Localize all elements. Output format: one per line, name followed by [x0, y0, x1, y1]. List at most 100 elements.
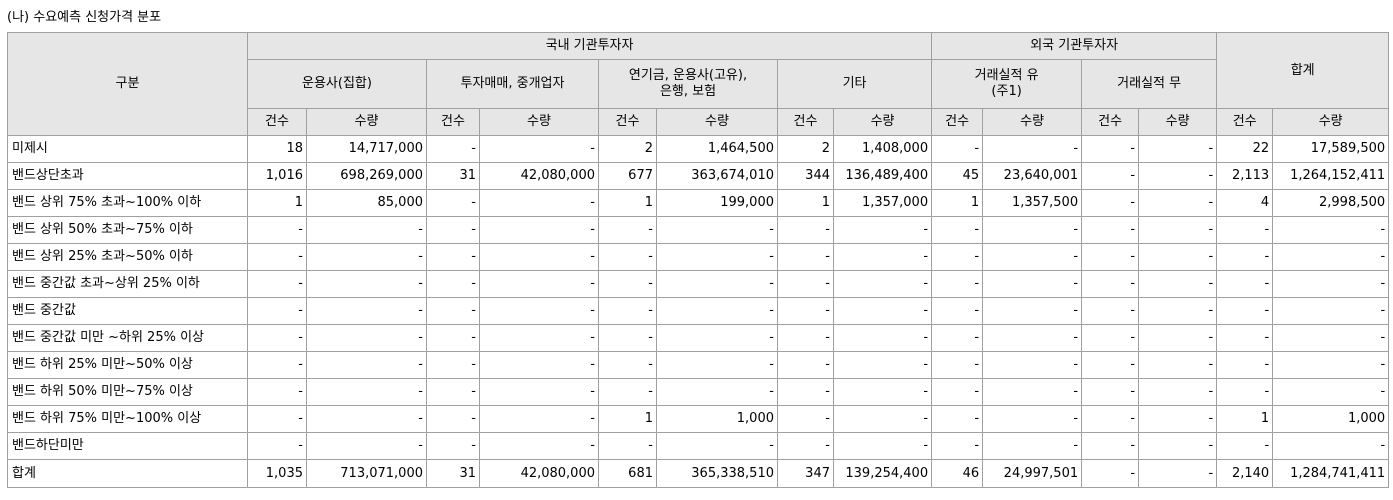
count-cell: - — [1216, 270, 1274, 298]
count-cell: - — [1081, 405, 1140, 433]
quantity-cell: 363,674,010 — [656, 162, 778, 190]
count-cell: 1 — [931, 189, 984, 217]
count-cell: - — [247, 297, 307, 325]
quantity-cell: 698,269,000 — [306, 162, 427, 190]
quantity-cell: - — [1272, 270, 1390, 298]
table-row: 밴드상단초과 1,016 698,269,000 31 42,080,000 677 363… — [7, 162, 1390, 190]
quantity-cell: - — [982, 270, 1083, 298]
row-label: 밴드 상위 75% 초과~100% 이하 — [7, 189, 248, 217]
count-column-header: 건수 — [1216, 108, 1274, 136]
quantity-cell: - — [982, 351, 1083, 379]
count-cell: 681 — [598, 459, 657, 488]
count-cell: - — [426, 378, 480, 406]
quantity-cell: - — [832, 270, 933, 298]
quantity-cell: - — [1138, 216, 1218, 244]
count-cell: - — [598, 378, 657, 406]
quantity-cell: - — [306, 324, 427, 352]
count-cell: - — [426, 216, 480, 244]
count-cell: 347 — [777, 459, 834, 488]
quantity-cell: - — [656, 297, 778, 325]
count-cell: - — [598, 324, 657, 352]
row-label: 밴드 중간값 미만 ~하위 25% 이상 — [7, 324, 248, 352]
count-cell: - — [1081, 324, 1140, 352]
count-cell: - — [1216, 243, 1274, 271]
count-cell: - — [1216, 216, 1274, 244]
quantity-cell: - — [479, 432, 599, 460]
quantity-cell: - — [1272, 297, 1390, 325]
count-cell: - — [1216, 351, 1274, 379]
row-label: 밴드 하위 75% 미만~100% 이상 — [7, 405, 248, 433]
count-cell: 1 — [777, 189, 834, 217]
row-label: 밴드 중간값 — [7, 297, 248, 325]
quantity-cell: - — [306, 270, 427, 298]
subheader-asset-manager-collective: 운용사(집합) — [247, 59, 427, 109]
quantity-cell: - — [656, 216, 778, 244]
quantity-cell: 17,589,500 — [1272, 135, 1390, 163]
quantity-cell: - — [479, 405, 599, 433]
quantity-cell: 1,408,000 — [832, 135, 933, 163]
count-cell: - — [931, 243, 984, 271]
quantity-cell: 1,000 — [656, 405, 778, 433]
count-cell: - — [931, 135, 984, 163]
count-column-header: 건수 — [598, 108, 657, 136]
quantity-cell: 85,000 — [306, 189, 427, 217]
row-label: 밴드 하위 50% 미만~75% 이상 — [7, 378, 248, 406]
count-cell: - — [598, 297, 657, 325]
table-row: 밴드 중간값 초과~상위 25% 이하 - - - - - - - - - - - - - - — [7, 270, 1390, 298]
count-cell: 4 — [1216, 189, 1274, 217]
count-cell: - — [777, 243, 834, 271]
unit-header-row: 건수 수량 건수 수량 건수 수량 건수 수량 건수 수량 건수 수량 건수 수량 — [8, 108, 1390, 136]
table-row: 밴드 하위 75% 미만~100% 이상 - - - -1 1,000- - - - - -1 1,0… — [7, 405, 1390, 433]
quantity-cell: 1,284,741,411 — [1272, 459, 1390, 488]
quantity-cell: - — [1138, 297, 1218, 325]
quantity-cell: 42,080,000 — [479, 162, 599, 190]
count-cell: - — [426, 135, 480, 163]
count-column-header: 건수 — [426, 108, 480, 136]
category-header: 구분 — [7, 32, 248, 136]
quantity-cell: - — [982, 216, 1083, 244]
quantity-cell: - — [1138, 351, 1218, 379]
count-cell: 2 — [598, 135, 657, 163]
quantity-cell: - — [479, 378, 599, 406]
row-label: 밴드 중간값 초과~상위 25% 이하 — [7, 270, 248, 298]
count-cell: - — [777, 324, 834, 352]
count-cell: - — [777, 270, 834, 298]
price-distribution-table: 구분 국내 기관투자자 외국 기관투자자 합계 운용사(집합) 투자매매, 중개… — [7, 32, 1390, 488]
count-cell: - — [426, 432, 480, 460]
count-cell: 677 — [598, 162, 657, 190]
quantity-cell: - — [1138, 432, 1218, 460]
row-label: 합계 — [7, 459, 248, 488]
quantity-column-header: 수량 — [982, 108, 1083, 136]
count-cell: - — [931, 351, 984, 379]
count-cell: - — [426, 243, 480, 271]
table-row: 밴드 상위 25% 초과~50% 이하 - - - - - - - - - - - - - - — [7, 243, 1390, 271]
count-cell: - — [1081, 459, 1140, 488]
quantity-cell: - — [1272, 216, 1390, 244]
quantity-cell: - — [656, 243, 778, 271]
row-label: 미제시 — [7, 135, 248, 163]
count-cell: - — [1081, 243, 1140, 271]
quantity-cell: - — [306, 405, 427, 433]
count-cell: - — [931, 432, 984, 460]
count-cell: 1,035 — [247, 459, 307, 488]
count-cell: - — [931, 270, 984, 298]
quantity-column-header: 수량 — [1272, 108, 1390, 136]
quantity-cell: 24,997,501 — [982, 459, 1083, 488]
quantity-cell: 713,071,000 — [306, 459, 427, 488]
quantity-cell: 23,640,001 — [982, 162, 1083, 190]
count-cell: - — [247, 270, 307, 298]
quantity-cell: - — [1138, 459, 1218, 488]
table-row: 밴드 하위 25% 미만~50% 이상 - - - - - - - - - - - - - - — [7, 351, 1390, 379]
count-cell: - — [777, 432, 834, 460]
row-label: 밴드 하위 25% 미만~50% 이상 — [7, 351, 248, 379]
count-cell: - — [1216, 378, 1274, 406]
quantity-cell: - — [479, 216, 599, 244]
quantity-cell: 1,357,500 — [982, 189, 1083, 217]
quantity-cell: - — [982, 297, 1083, 325]
table-row: 밴드 상위 75% 초과~100% 이하 1 85,000- -1 199,000 1 1,… — [7, 189, 1390, 217]
table-row: 밴드하단미만 - - - - - - - - - - - - - - — [7, 432, 1390, 460]
count-cell: - — [598, 243, 657, 271]
row-label: 밴드 상위 50% 초과~75% 이하 — [7, 216, 248, 244]
count-cell: - — [1081, 351, 1140, 379]
count-cell: - — [931, 378, 984, 406]
